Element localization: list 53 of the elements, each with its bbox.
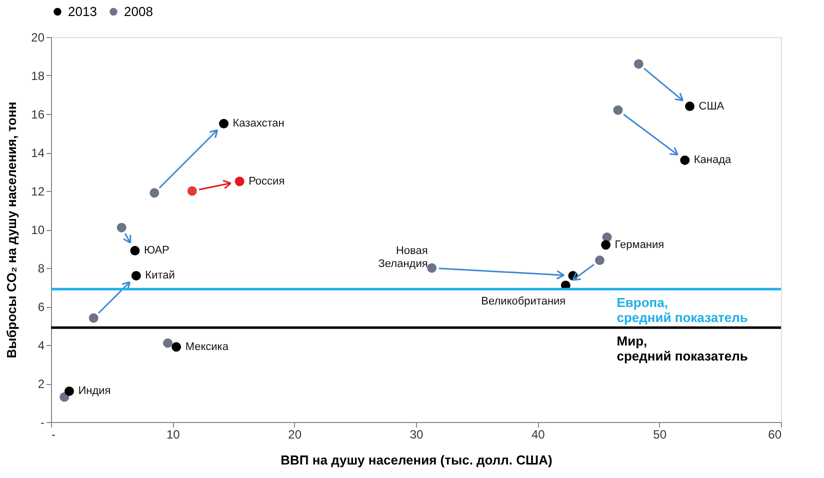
x-axis-title: ВВП на душу населения (тыс. долл. США) xyxy=(280,452,552,468)
y-tick-label: 10 xyxy=(31,223,45,237)
annotation: Индия xyxy=(78,385,111,398)
point xyxy=(234,176,244,186)
x-tick-label: - xyxy=(52,428,56,442)
point xyxy=(685,102,694,112)
point xyxy=(427,263,437,273)
point xyxy=(594,256,604,266)
point xyxy=(219,118,229,128)
point xyxy=(88,313,98,323)
point xyxy=(172,342,182,352)
annotation: ЮАР xyxy=(144,244,170,257)
point xyxy=(116,222,126,232)
point xyxy=(680,155,690,165)
point xyxy=(634,59,644,69)
y-tick-label: 16 xyxy=(31,108,45,122)
ref-line-label: Европа, средний показатель xyxy=(616,295,748,326)
ref-line-label: Мир, средний показатель xyxy=(616,334,748,364)
point xyxy=(613,105,623,115)
annotation: Мексика xyxy=(185,340,230,353)
y-tick-label: 12 xyxy=(31,184,45,198)
point xyxy=(131,270,141,280)
y-tick-label: 18 xyxy=(31,69,45,83)
annotation: Германия xyxy=(614,238,664,251)
point xyxy=(130,246,140,256)
point xyxy=(187,186,197,196)
point xyxy=(601,240,611,250)
x-tick-label: 60 xyxy=(768,428,782,442)
point xyxy=(150,188,160,198)
annotation: Новая Зеландия xyxy=(378,245,428,270)
y-tick-label: 6 xyxy=(38,300,45,314)
y-axis-title: Выбросы CO₂ на душу населения, тонн xyxy=(4,102,20,358)
y-tick-label: 2 xyxy=(38,377,45,391)
annotation: Казахстан xyxy=(232,118,284,130)
y-tick-label: - xyxy=(40,416,44,430)
x-tick-label: 10 xyxy=(166,428,180,442)
point xyxy=(163,338,173,348)
y-tick-label: 14 xyxy=(31,146,45,160)
x-tick-label: 30 xyxy=(410,428,424,442)
annotation: Россия xyxy=(248,175,285,188)
y-tick-label: 20 xyxy=(31,30,45,44)
legend-label: 2008 xyxy=(124,4,153,19)
annotation: Великобритания xyxy=(481,295,566,308)
point xyxy=(64,386,74,396)
y-tick-label: 8 xyxy=(38,262,45,276)
legend-label: 2013 xyxy=(68,4,97,19)
annotation: Канада xyxy=(694,154,732,166)
x-tick-label: 50 xyxy=(653,428,667,442)
y-tick-label: 4 xyxy=(38,338,45,352)
annotation: США xyxy=(698,100,725,112)
x-tick-label: 20 xyxy=(288,428,302,442)
annotation: Китай xyxy=(145,270,175,282)
x-tick-label: 40 xyxy=(531,428,546,442)
